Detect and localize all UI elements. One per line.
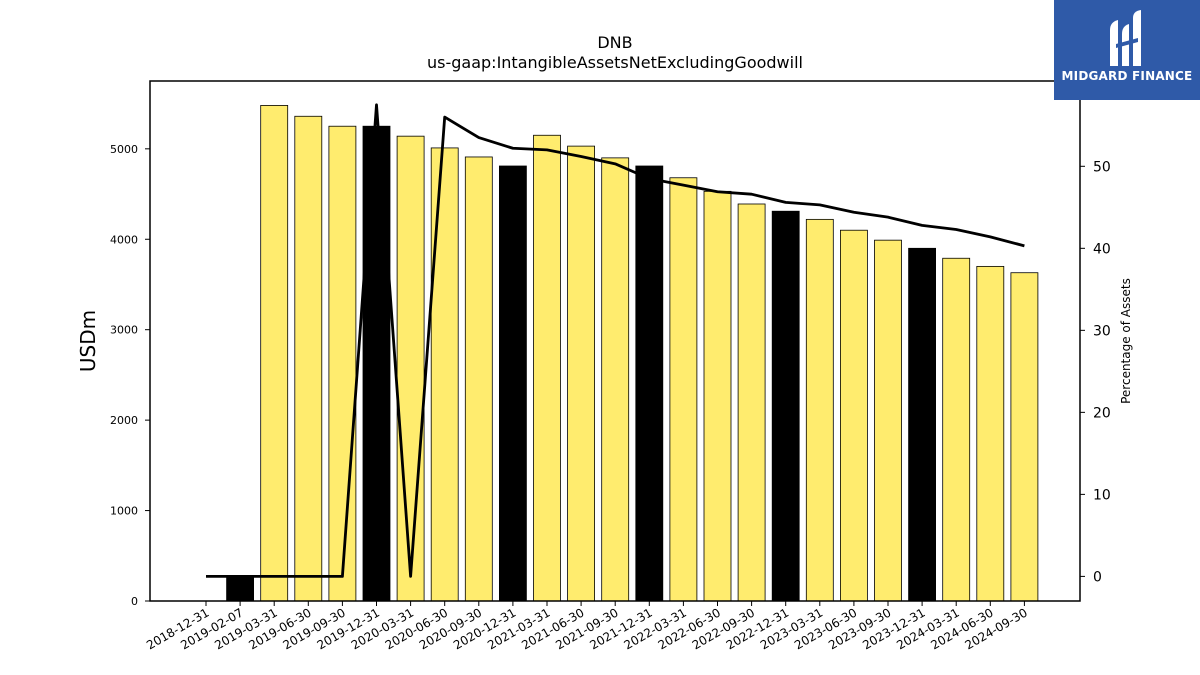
bar <box>737 203 766 602</box>
y2-axis-label: Percentage of Assets <box>1119 278 1133 404</box>
bar <box>533 134 561 602</box>
y-tick-label: 2000 <box>110 414 138 427</box>
bar <box>567 145 595 602</box>
bar <box>771 210 800 602</box>
y2-tick-label: 40 <box>1093 241 1111 257</box>
bar <box>976 265 1005 602</box>
bar <box>396 135 425 602</box>
bar <box>260 105 289 602</box>
bar <box>498 165 527 602</box>
y-tick-label: 3000 <box>110 324 138 337</box>
brand-logo-text: MIDGARD FINANCE <box>1061 69 1193 83</box>
bar <box>430 147 459 602</box>
y2-tick-label: 50 <box>1093 159 1111 175</box>
brand-logo: MIDGARD FINANCE <box>1054 0 1200 100</box>
y-tick-label: 4000 <box>110 233 138 246</box>
y2-tick-label: 30 <box>1093 323 1111 339</box>
bar <box>1010 272 1039 602</box>
y-tick-label: 0 <box>131 595 138 608</box>
bar <box>908 247 936 602</box>
bar <box>942 257 971 602</box>
y2-tick-label: 20 <box>1093 405 1111 421</box>
bar <box>601 157 630 602</box>
y-axis: 0 1000 2000 3000 4000 5000 <box>110 143 150 608</box>
bar <box>328 125 357 602</box>
midgard-logo-icon <box>1110 10 1141 66</box>
bar <box>464 156 493 602</box>
bar <box>874 239 902 602</box>
y2-axis: 0 10 20 30 40 50 <box>1080 159 1111 585</box>
bar <box>635 165 664 602</box>
bar <box>294 115 323 602</box>
bar <box>703 190 732 602</box>
percentage-line <box>206 103 1025 578</box>
y-axis-label: USDm <box>76 310 100 372</box>
y2-tick-label: 0 <box>1093 569 1102 585</box>
bar <box>669 177 698 602</box>
y-tick-label: 1000 <box>110 505 138 518</box>
chart-title: DNB <box>597 33 632 52</box>
bars-group <box>226 105 1039 602</box>
bar <box>805 218 834 602</box>
y-tick-label: 5000 <box>110 143 138 156</box>
bar <box>840 229 868 602</box>
y2-tick-label: 10 <box>1093 487 1111 503</box>
chart-subtitle: us-gaap:IntangibleAssetsNetExcludingGood… <box>427 53 803 72</box>
bar <box>226 575 255 602</box>
x-axis: 2018-12-312019-02-072019-03-312019-06-30… <box>144 601 1030 652</box>
bar <box>362 125 391 602</box>
line-group <box>206 103 1025 578</box>
